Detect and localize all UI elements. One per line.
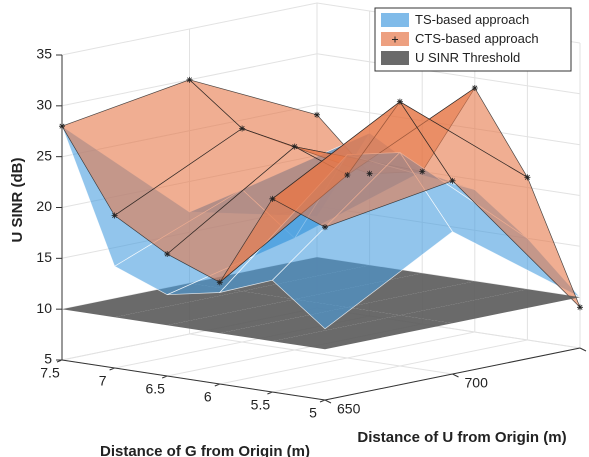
vertex-marker: [419, 168, 426, 175]
y-tick: [579, 347, 587, 352]
z-tick-label: 15: [36, 249, 52, 265]
x-tick-label: 5: [309, 405, 317, 421]
legend-swatch: [381, 51, 409, 65]
legend-swatch: [381, 13, 409, 27]
vertex-marker: [269, 195, 276, 202]
z-tick-label: 10: [36, 300, 52, 316]
y-tick: [324, 399, 332, 404]
axis-line: [324, 347, 581, 401]
x-tick-label: 6: [204, 389, 212, 405]
legend-label: CTS-based approach: [415, 31, 539, 46]
z-tick-label: 35: [36, 46, 52, 62]
legend: TS-based approach CTS-based approach U SIN…: [374, 7, 572, 72]
vertex-marker: [216, 279, 223, 286]
z-axis-label: U SINR (dB): [9, 158, 26, 243]
y-tick: [452, 373, 459, 378]
x-tick-label: 5.5: [251, 397, 271, 413]
threshold-plane: [219, 307, 400, 342]
vertex-marker: [577, 304, 583, 311]
vertex-marker: [396, 98, 403, 105]
vertex-marker: [314, 111, 320, 118]
vertex-marker: [449, 177, 456, 184]
threshold-plane: [272, 315, 453, 350]
vertex-marker: [366, 170, 373, 177]
y-axis-label: Distance of U from Origin (m): [357, 429, 566, 446]
x-tick-label: 6.5: [145, 381, 165, 397]
vertex-marker: [322, 224, 328, 231]
legend-label: U SINR Threshold: [415, 50, 520, 65]
y-tick-label: 700: [465, 375, 489, 391]
threshold-plane: [114, 291, 295, 326]
vertex-marker: [186, 76, 193, 83]
x-tick-label: 7: [99, 373, 107, 389]
threshold-plane: [347, 281, 528, 316]
x-tick-label: 7.5: [40, 365, 60, 381]
z-tick-label: 20: [36, 198, 52, 214]
threshold-plane: [399, 289, 580, 324]
y-tick-label: 650: [337, 401, 361, 417]
x-axis-label: Distance of G from Origin (m): [100, 443, 310, 457]
vertex-marker: [111, 212, 118, 219]
z-tick-label: 30: [36, 97, 52, 113]
z-tick-label: 25: [36, 147, 52, 163]
vertex-marker: [471, 85, 478, 91]
legend-label: TS-based approach: [415, 12, 529, 27]
legend-marker: [392, 36, 398, 43]
vertex-marker: [164, 251, 171, 257]
vertex-marker: [291, 143, 298, 150]
z-tick-label: 5: [44, 351, 52, 367]
axis-line: [61, 359, 326, 401]
vertex-marker: [524, 174, 531, 181]
vertex-marker: [344, 172, 351, 178]
vertex-marker: [59, 123, 65, 130]
vertex-marker: [239, 125, 246, 132]
x-tick: [56, 359, 63, 363]
